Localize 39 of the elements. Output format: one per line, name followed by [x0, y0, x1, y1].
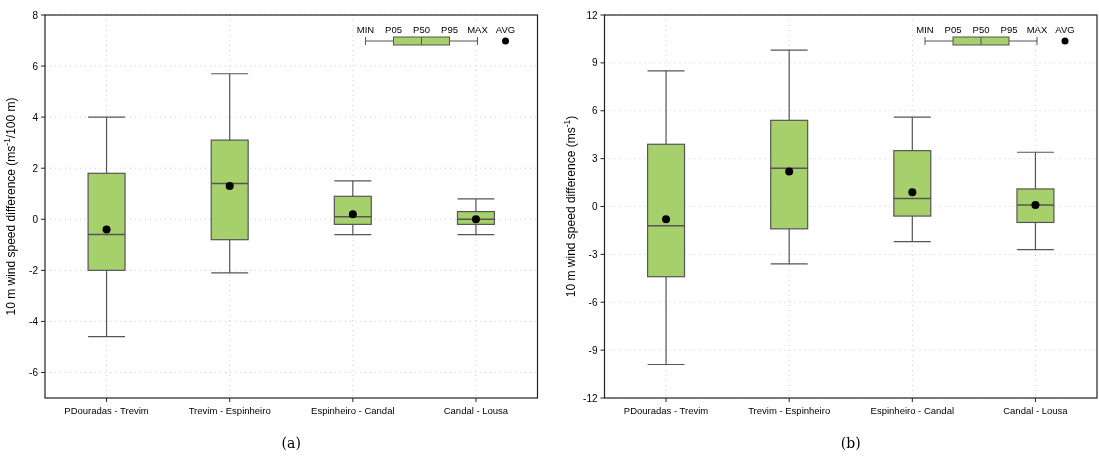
text: (b): [840, 435, 861, 451]
x-tick-label: Candal - Lousa: [1003, 405, 1069, 416]
x-tick-label: Espinheiro - Candal: [311, 405, 395, 416]
y-tick-label: 3: [591, 153, 598, 165]
x-tick-label: Trevim - Espinheiro: [748, 405, 831, 416]
annotation: P05: [385, 24, 402, 35]
y-tick-label: 4: [32, 111, 39, 123]
y-tick-label: -3: [588, 248, 598, 260]
annotation: AVG: [495, 24, 516, 35]
annotation: MAX: [467, 24, 489, 35]
y-tick-label: -2: [29, 264, 39, 276]
x-tick-label: Espinheiro - Candal: [870, 405, 955, 416]
y-tick-label: 0: [32, 213, 39, 225]
x-tick-label: PDouradas - Trevim: [623, 405, 709, 416]
annotation: AVG: [1055, 24, 1075, 35]
annotation: P50: [972, 24, 990, 35]
y-tick-label: -4: [29, 315, 39, 327]
annotation: P50: [413, 24, 430, 35]
text: (a): [281, 435, 301, 451]
y-tick-label: 2: [32, 162, 39, 174]
y-tick-label: -6: [29, 366, 39, 378]
y-tick-label: 9: [591, 57, 598, 69]
annotation: MAX: [1026, 24, 1048, 35]
y-tick-label: -12: [583, 392, 598, 404]
annotation: P95: [441, 24, 458, 35]
x-tick-label: Trevim - Espinheiro: [188, 405, 271, 416]
y-tick-label: 8: [32, 9, 39, 21]
y-tick-label: 6: [32, 60, 39, 72]
y-tick-label: -9: [588, 344, 598, 356]
y-tick-label: 6: [591, 105, 598, 117]
x-tick-label: PDouradas - Trevim: [64, 405, 149, 416]
y-tick-label: 0: [591, 201, 598, 212]
annotation: P95: [1000, 24, 1018, 35]
y-tick-label: 12: [586, 9, 598, 21]
y-tick-label: -6: [588, 296, 598, 308]
x-tick-label: Candal - Lousa: [443, 405, 509, 416]
annotation: P05: [944, 24, 962, 35]
annotation: MIN: [916, 24, 934, 35]
annotation: MIN: [356, 24, 375, 35]
